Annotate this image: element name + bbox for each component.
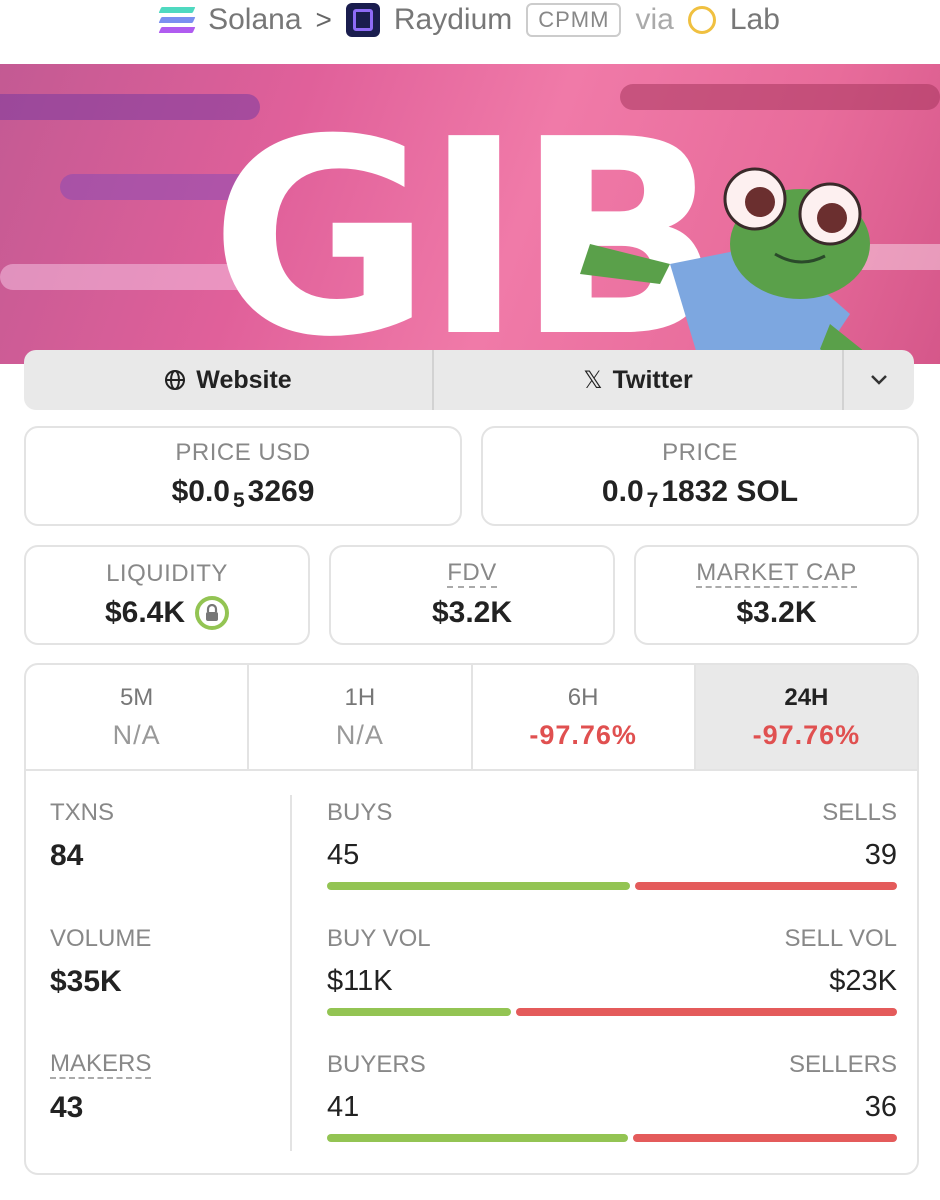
makers-label[interactable]: MAKERS (50, 1050, 152, 1080)
price-native-label: PRICE (662, 439, 738, 466)
price-usd-box: PRICE USD $0.0 5 3269 (24, 426, 462, 526)
breadcrumb: Solana > Raydium CPMM via Lab (0, 0, 940, 40)
makers-stat: MAKERS 43 (50, 1050, 270, 1173)
price-native-prefix: 0.0 (601, 475, 644, 508)
price-native-digits: 1832 SOL (661, 475, 799, 508)
tab-1h[interactable]: 1H N/A (249, 665, 473, 769)
price-usd-prefix: $0.0 (171, 475, 230, 508)
chevron-down-icon (871, 375, 887, 385)
sellers-label: SELLERS (788, 1051, 897, 1078)
volume-split-bar (327, 1008, 897, 1016)
txns-stat: TXNS 84 (50, 799, 270, 925)
chevron-right-icon: > (315, 4, 332, 35)
column-divider (290, 795, 292, 1151)
buyers-value: 41 (327, 1091, 360, 1123)
liquidity-label: LIQUIDITY (106, 560, 228, 587)
tab-change: -97.76% (529, 719, 637, 750)
sell-bar-segment (632, 1134, 897, 1142)
market-cap-label[interactable]: MARKET CAP (696, 559, 857, 589)
stats-body: TXNS 84 VOLUME $35K MAKERS 43 BUYS SELLS… (26, 769, 917, 1173)
liquidity-value: $6.4K (104, 596, 186, 629)
x-logo-icon: 𝕏 (583, 366, 603, 394)
txns-label: TXNS (50, 799, 115, 826)
tab-5m[interactable]: 5M N/A (26, 665, 250, 769)
streak (60, 174, 280, 200)
tab-change: N/A (335, 719, 384, 750)
price-native-box: PRICE 0.0 7 1832 SOL (481, 426, 919, 526)
volume-label: VOLUME (50, 925, 152, 952)
market-cap-value: $3.2K (736, 596, 817, 630)
twitter-label: Twitter (612, 365, 693, 394)
chain-link[interactable]: Solana (208, 3, 302, 36)
raydium-logo-icon (345, 3, 380, 37)
fdv-label[interactable]: FDV (447, 559, 497, 589)
dex-link[interactable]: Raydium (393, 3, 513, 36)
website-button[interactable]: Website (24, 350, 434, 410)
website-label: Website (196, 365, 292, 394)
sells-value: 39 (864, 839, 897, 871)
liquidity-box: LIQUIDITY $6.4K (24, 545, 310, 645)
tab-label: 24H (784, 683, 829, 711)
buy-vol-value: $11K (327, 965, 393, 997)
buyers-sellers-bar (327, 1134, 897, 1142)
sell-vol-value: $23K (829, 965, 897, 997)
twitter-button[interactable]: 𝕏 Twitter (434, 350, 844, 410)
volume-split-stat: BUY VOL SELL VOL $11K $23K (327, 925, 897, 1051)
market-cap-box: MARKET CAP $3.2K (634, 545, 919, 645)
tab-change: N/A (112, 719, 161, 750)
buy-bar-segment (327, 1008, 512, 1016)
social-links: Website 𝕏 Twitter (24, 350, 914, 410)
price-usd-label: PRICE USD (175, 439, 311, 466)
stats-panel: 5M N/A 1H N/A 6H -97.76% 24H -97.76% TXN… (24, 663, 919, 1175)
buys-sells-stat: BUYS SELLS 45 39 (327, 799, 897, 925)
timeframe-tabs: 5M N/A 1H N/A 6H -97.76% 24H -97.76% (26, 665, 917, 771)
volume-value: $35K (50, 965, 122, 998)
streak (0, 94, 260, 120)
frog-illustration-icon (580, 167, 880, 364)
lock-icon[interactable] (195, 596, 230, 630)
tab-label: 1H (344, 683, 376, 711)
streak (620, 84, 940, 110)
buys-value: 45 (327, 839, 360, 871)
buyers-sellers-stat: BUYERS SELLERS 41 36 (327, 1051, 897, 1173)
fdv-box: FDV $3.2K (329, 545, 615, 645)
globe-icon (165, 370, 186, 390)
fdv-value: $3.2K (431, 596, 513, 630)
banner-title: GIB (210, 81, 722, 365)
sell-bar-segment (516, 1008, 897, 1016)
makers-value: 43 (50, 1091, 84, 1125)
sells-label: SELLS (822, 799, 897, 826)
buyers-label: BUYERS (327, 1051, 426, 1078)
sell-vol-label: SELL VOL (784, 925, 897, 952)
sellers-value: 36 (864, 1091, 897, 1123)
buys-label: BUYS (327, 799, 393, 826)
price-usd-value: $0.0 5 3269 (172, 475, 315, 513)
more-links-button[interactable] (844, 350, 914, 410)
tab-6h[interactable]: 6H -97.76% (473, 665, 696, 769)
buy-vol-label: BUY VOL (327, 925, 431, 952)
solana-logo-icon (158, 7, 196, 33)
tab-24h[interactable]: 24H -97.76% (695, 665, 917, 769)
launchpad-link[interactable]: Lab (729, 3, 780, 36)
txns-value: 84 (50, 839, 84, 872)
token-banner: GIB (0, 64, 940, 364)
buy-bar-segment (327, 882, 630, 890)
tab-change: -97.76% (752, 719, 861, 750)
price-native-zeros: 7 (646, 489, 659, 512)
via-label: via (635, 3, 674, 36)
tab-label: 6H (567, 683, 599, 711)
price-native-value: 0.0 7 1832 SOL (602, 475, 798, 513)
price-usd-digits: 3269 (247, 475, 315, 508)
price-usd-zeros: 5 (232, 489, 245, 512)
lab-logo-icon (687, 6, 716, 34)
sell-bar-segment (634, 882, 897, 890)
buys-sells-bar (327, 882, 897, 890)
tab-label: 5M (119, 683, 154, 711)
buy-bar-segment (327, 1134, 628, 1142)
volume-stat: VOLUME $35K (50, 925, 270, 1051)
streak (0, 264, 260, 290)
pool-type-badge: CPMM (526, 3, 622, 37)
